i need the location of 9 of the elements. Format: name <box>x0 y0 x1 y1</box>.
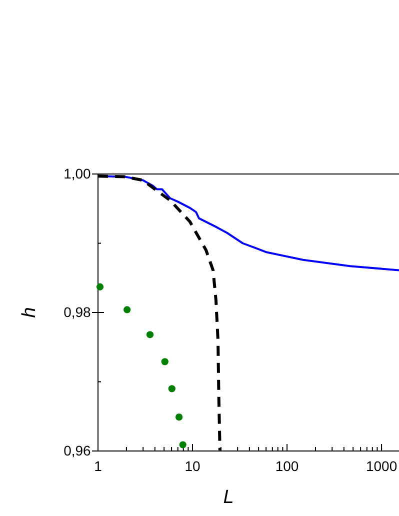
y-tick-label: 1,00 <box>64 165 92 182</box>
x-tick-label: 1000 <box>366 458 398 474</box>
y-tick-label: 0,98 <box>64 304 92 320</box>
x-tick-label: 100 <box>275 458 299 474</box>
y-axis-title: h <box>19 307 40 318</box>
x-axis-title: L <box>223 487 234 508</box>
x-tick-label: 1 <box>94 458 102 474</box>
y-tick-label: 0,96 <box>64 442 92 458</box>
x-tick-label: 10 <box>184 458 201 474</box>
